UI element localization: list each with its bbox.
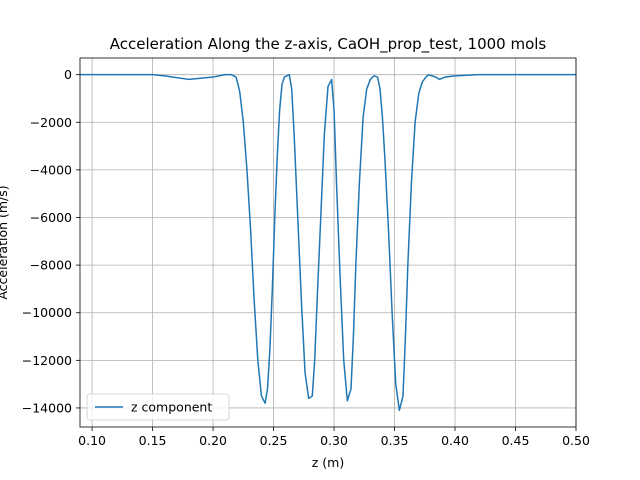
y-tick-label: −10000: [22, 305, 72, 320]
y-tick-label: −12000: [22, 353, 72, 368]
y-tick-label: −14000: [22, 400, 72, 415]
legend: z component: [86, 393, 230, 421]
x-tick-label: 0.30: [320, 433, 348, 448]
y-axis-label: Acceleration (m/s): [0, 185, 10, 299]
x-tick-label: 0.40: [441, 433, 469, 448]
y-tick-label: −2000: [30, 115, 72, 130]
y-tick-label: −6000: [30, 210, 72, 225]
chart-title: Acceleration Along the z-axis, CaOH_prop…: [110, 35, 547, 54]
series-line-0: [80, 73, 576, 412]
legend-label: z component: [131, 400, 212, 415]
axis-ticks: 0.10 0.15 0.20 0.25 0.30 0.35 0.40 0.45 0.50 0 −20…: [22, 67, 590, 448]
legend-box: [86, 393, 230, 421]
x-tick-label: 0.10: [78, 433, 106, 448]
x-tick-label: 0.50: [562, 433, 590, 448]
x-tick-label: 0.20: [199, 433, 227, 448]
y-tick-label: 0: [64, 67, 72, 82]
plot-frame: [79, 57, 577, 428]
x-tick-label: 0.15: [139, 433, 167, 448]
y-tick-label: −8000: [30, 258, 72, 273]
x-tick-label: 0.45: [502, 433, 530, 448]
y-tick-label: −4000: [30, 162, 72, 177]
x-tick-label: 0.35: [381, 433, 409, 448]
series-layer: [80, 73, 576, 412]
x-axis-label: z (m): [312, 455, 344, 470]
x-tick-label: 0.25: [260, 433, 288, 448]
